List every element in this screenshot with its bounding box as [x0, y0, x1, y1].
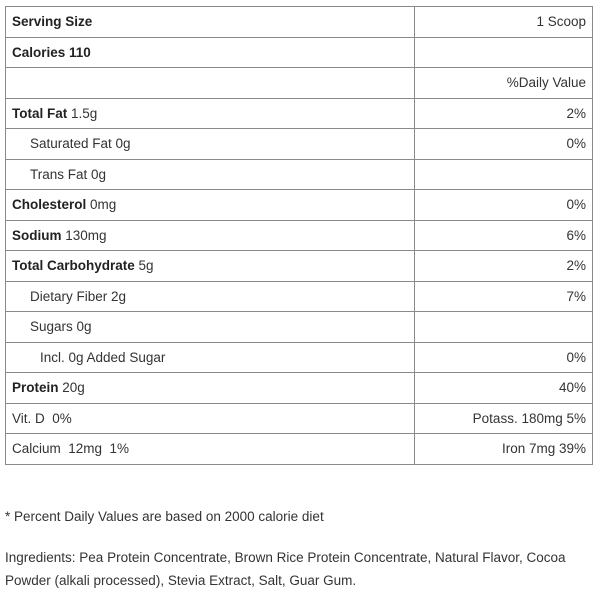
value-cell: 2%	[414, 97, 593, 129]
table-row: Sodium 130mg 6%	[5, 219, 593, 251]
value-cell	[414, 36, 593, 68]
table-row: Incl. 0g Added Sugar 0%	[5, 341, 593, 373]
value-cell: Iron 7mg 39%	[414, 433, 593, 465]
label-cell: Protein 20g	[5, 372, 415, 404]
table-row: Saturated Fat 0g 0%	[5, 128, 593, 160]
value-cell: %Daily Value	[414, 67, 593, 99]
value-cell: 6%	[414, 219, 593, 251]
label-cell: Incl. 0g Added Sugar	[5, 341, 415, 373]
table-row: Dietary Fiber 2g 7%	[5, 280, 593, 312]
nutrient-amount: 5g	[138, 258, 154, 274]
value-cell	[414, 158, 593, 190]
table-row: Serving Size 1 Scoop	[5, 6, 593, 38]
table-row: Cholesterol 0mg 0%	[5, 189, 593, 221]
table-row: Total Fat 1.5g 2%	[5, 97, 593, 129]
nutrient-name: Sodium	[12, 227, 62, 243]
label-cell: Trans Fat 0g	[5, 158, 415, 190]
nutrient-amount: Sugars 0g	[30, 319, 92, 335]
value-cell: 7%	[414, 280, 593, 312]
nutrient-name: Serving Size	[12, 14, 93, 30]
nutrient-amount: Dietary Fiber 2g	[30, 288, 127, 304]
footnote: * Percent Daily Values are based on 2000…	[5, 509, 324, 524]
value-cell: 0%	[414, 341, 593, 373]
table-body: Serving Size 1 Scoop Calories 110 %Daily Va…	[5, 6, 593, 465]
label-cell: Total Fat 1.5g	[5, 97, 415, 129]
nutrient-name: Total Carbohydrate	[12, 258, 135, 274]
value-cell: Potass. 180mg 5%	[414, 402, 593, 434]
label-cell: Vit. D 0%	[5, 402, 415, 434]
table-row: Sugars 0g	[5, 311, 593, 343]
table-row: Calcium 12mg 1% Iron 7mg 39%	[5, 433, 593, 465]
value-cell: 0%	[414, 128, 593, 160]
label-cell: Total Carbohydrate 5g	[5, 250, 415, 282]
table-row: %Daily Value	[5, 67, 593, 99]
nutrient-amount: Incl. 0g Added Sugar	[40, 349, 166, 365]
nutrient-name: Total Fat	[12, 105, 68, 121]
label-cell: Calcium 12mg 1%	[5, 433, 415, 465]
table-row: Protein 20g 40%	[5, 372, 593, 404]
nutrient-name: Cholesterol	[12, 197, 87, 213]
label-cell: Dietary Fiber 2g	[5, 280, 415, 312]
value-cell: 1 Scoop	[414, 6, 593, 38]
label-cell: Calories 110	[5, 36, 415, 68]
label-cell: Sodium 130mg	[5, 219, 415, 251]
nutrient-amount: Saturated Fat 0g	[30, 136, 131, 152]
nutrient-amount: 130mg	[65, 227, 107, 243]
label-cell: Serving Size	[5, 6, 415, 38]
nutrient-amount: 1.5g	[71, 105, 98, 121]
nutrient-amount: Trans Fat 0g	[30, 166, 107, 182]
value-cell: 2%	[414, 250, 593, 282]
nutrient-name: Calories 110	[12, 44, 91, 60]
nutrition-table: Serving Size 1 Scoop Calories 110 %Daily Va…	[5, 6, 593, 465]
label-cell: Sugars 0g	[5, 311, 415, 343]
table-row: Total Carbohydrate 5g 2%	[5, 250, 593, 282]
nutrient-name: Protein	[12, 380, 59, 396]
table-row: Calories 110	[5, 36, 593, 68]
value-cell: 40%	[414, 372, 593, 404]
label-cell: Saturated Fat 0g	[5, 128, 415, 160]
ingredients: Ingredients: Pea Protein Concentrate, Br…	[5, 550, 566, 588]
table-row: Trans Fat 0g	[5, 158, 593, 190]
nutrient-amount: Calcium 12mg 1%	[12, 441, 130, 457]
label-cell	[5, 67, 415, 99]
value-cell: 0%	[414, 189, 593, 221]
label-cell: Cholesterol 0mg	[5, 189, 415, 221]
nutrient-amount: 20g	[62, 380, 85, 396]
value-cell	[414, 311, 593, 343]
table-row: Vit. D 0% Potass. 180mg 5%	[5, 402, 593, 434]
nutrient-amount: Vit. D 0%	[12, 410, 72, 426]
nutrient-amount: 0mg	[90, 197, 117, 213]
